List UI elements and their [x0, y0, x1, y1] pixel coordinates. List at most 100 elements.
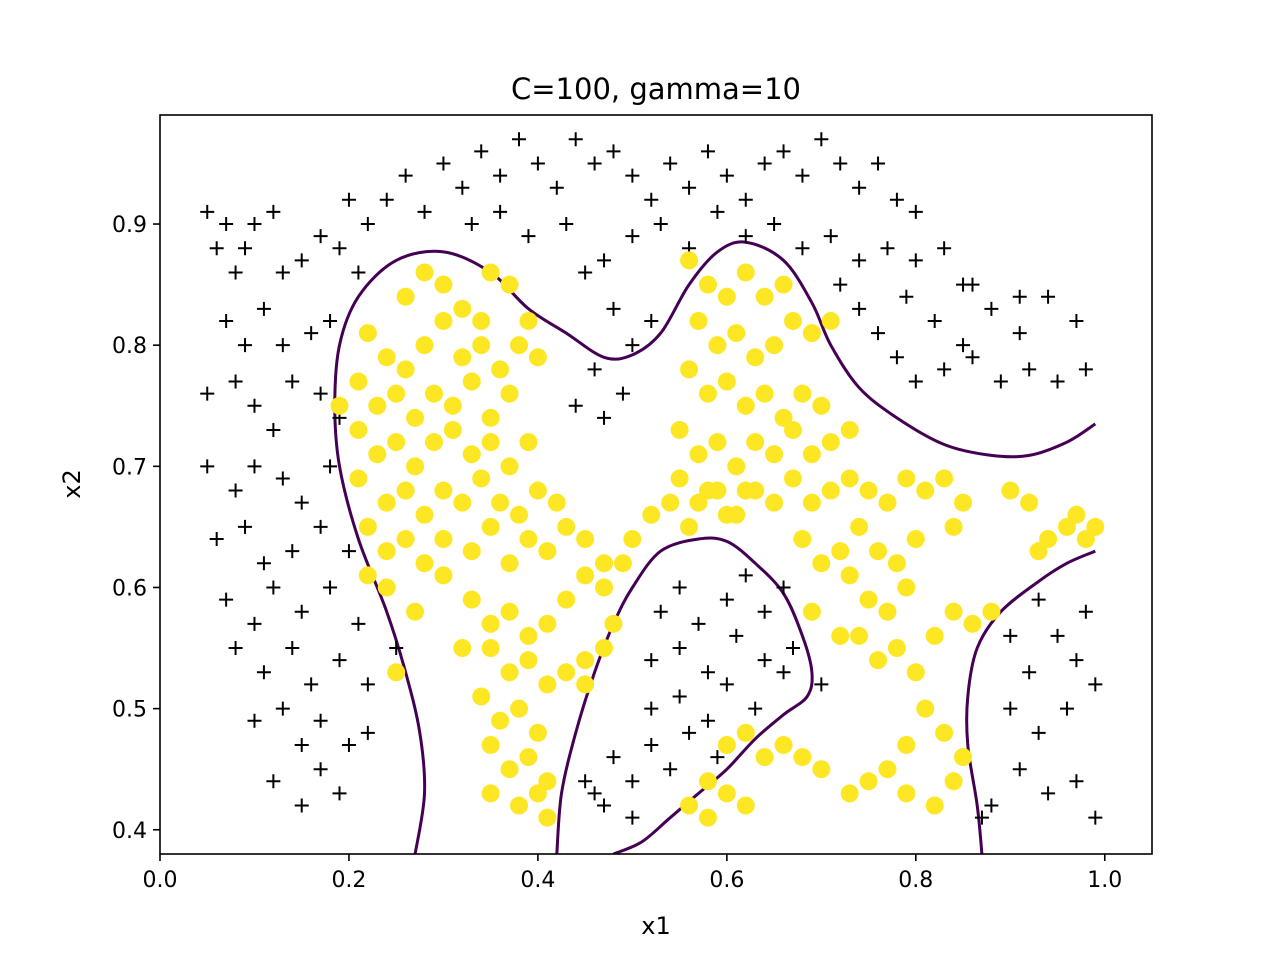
positive-point: [746, 481, 765, 500]
positive-point: [774, 275, 793, 294]
x-tick-label: 0.2: [331, 868, 366, 893]
negative-point: [247, 398, 262, 413]
positive-point: [708, 481, 727, 500]
positive-point: [689, 311, 708, 330]
positive-point: [793, 384, 812, 403]
negative-point: [663, 156, 678, 171]
negative-point: [719, 592, 734, 607]
positive-point: [434, 566, 453, 585]
negative-point: [313, 386, 328, 401]
positive-point: [717, 784, 736, 803]
positive-point: [698, 384, 717, 403]
positive-point: [595, 578, 614, 597]
negative-point: [247, 713, 262, 728]
positive-point: [349, 372, 368, 391]
negative-point: [814, 677, 829, 692]
negative-point: [238, 519, 253, 534]
positive-point: [916, 699, 935, 718]
positive-point: [349, 469, 368, 488]
y-tick-label: 0.7: [112, 455, 147, 480]
negative-point: [238, 241, 253, 256]
positive-point: [623, 530, 642, 549]
negative-point: [956, 338, 971, 353]
positive-point: [519, 748, 538, 767]
negative-point: [700, 713, 715, 728]
positive-point: [746, 433, 765, 452]
negative-point: [956, 277, 971, 292]
negative-point: [738, 229, 753, 244]
positive-point: [859, 481, 878, 500]
x-tick-label: 0.0: [143, 868, 178, 893]
positive-point: [576, 651, 595, 670]
positive-point: [954, 748, 973, 767]
negative-point: [899, 289, 914, 304]
positive-point: [840, 469, 859, 488]
positive-point: [415, 554, 434, 573]
negative-points: [200, 132, 1103, 825]
positive-point: [377, 578, 396, 597]
negative-point: [568, 132, 583, 147]
negative-point: [691, 616, 706, 631]
positive-point: [368, 445, 387, 464]
positive-point: [736, 723, 755, 742]
positive-point: [528, 784, 547, 803]
positive-point: [528, 481, 547, 500]
positive-point: [869, 542, 888, 561]
negative-point: [568, 398, 583, 413]
positive-point: [510, 699, 529, 718]
positive-point: [982, 602, 1001, 621]
negative-point: [1069, 774, 1084, 789]
negative-point: [323, 313, 338, 328]
positive-point: [831, 542, 850, 561]
positive-point: [1001, 481, 1020, 500]
negative-point: [700, 144, 715, 159]
positive-point: [453, 493, 472, 512]
negative-point: [1041, 289, 1056, 304]
positive-point: [330, 396, 349, 415]
negative-point: [871, 156, 886, 171]
negative-point: [1031, 725, 1046, 740]
negative-point: [1050, 374, 1065, 389]
positive-point: [897, 578, 916, 597]
y-tick-label: 0.9: [112, 213, 147, 238]
negative-point: [313, 713, 328, 728]
positive-point: [698, 275, 717, 294]
positive-point: [481, 614, 500, 633]
negative-point: [313, 762, 328, 777]
positive-point: [415, 263, 434, 282]
negative-point: [625, 168, 640, 183]
positive-point: [916, 481, 935, 500]
positive-point: [774, 408, 793, 427]
positive-point: [1086, 517, 1105, 536]
positive-point: [434, 530, 453, 549]
positive-point: [406, 457, 425, 476]
positive-point: [528, 348, 547, 367]
positive-point: [944, 517, 963, 536]
negative-point: [776, 144, 791, 159]
positive-point: [396, 360, 415, 379]
negative-point: [332, 786, 347, 801]
x-tick-label: 0.4: [520, 868, 555, 893]
negative-point: [748, 701, 763, 716]
negative-point: [285, 544, 300, 559]
y-tick-label: 0.4: [112, 819, 147, 844]
negative-point: [1041, 786, 1056, 801]
positive-point: [793, 530, 812, 549]
positive-point: [1057, 517, 1076, 536]
negative-point: [304, 677, 319, 692]
positive-point: [387, 384, 406, 403]
positive-point: [377, 542, 396, 561]
positive-point: [358, 517, 377, 536]
positive-point: [727, 324, 746, 343]
negative-point: [653, 217, 668, 232]
negative-point: [852, 253, 867, 268]
positive-point: [689, 445, 708, 464]
positive-point: [755, 748, 774, 767]
negative-point: [795, 168, 810, 183]
negative-point: [625, 774, 640, 789]
positive-point: [519, 626, 538, 645]
positive-point: [661, 493, 680, 512]
positive-point: [840, 420, 859, 439]
negative-point: [351, 265, 366, 280]
